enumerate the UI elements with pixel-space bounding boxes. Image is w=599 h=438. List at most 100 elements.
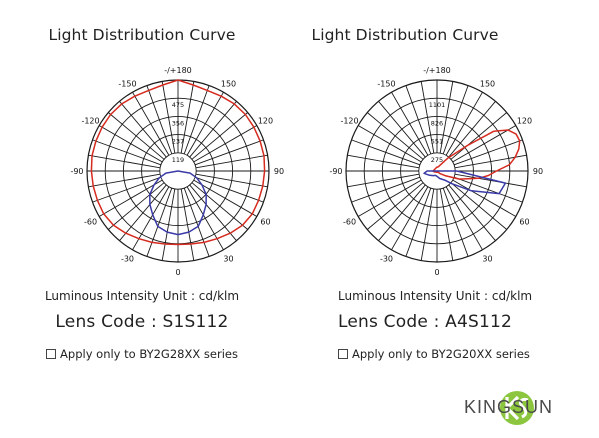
checkbox-icon — [338, 349, 348, 359]
radial-tick-label: 1101 — [429, 101, 446, 109]
radial-tick-label: 551 — [431, 138, 443, 146]
radial-tick-label: 356 — [172, 119, 184, 127]
grid-spoke — [450, 182, 507, 230]
kingsun-logo-mark-icon — [500, 391, 534, 425]
radial-tick-label: 826 — [431, 119, 443, 127]
grid-spoke — [357, 125, 422, 163]
grid-spoke — [445, 186, 483, 251]
grid-spoke — [98, 125, 163, 163]
grid-spoke — [445, 91, 483, 156]
grid-spoke — [92, 139, 162, 166]
angle-tick-label: 30 — [223, 254, 233, 263]
grid-spoke — [180, 81, 195, 154]
angle-tick-label: -30 — [380, 254, 393, 263]
grid-spoke — [194, 139, 264, 166]
series-note: Apply only to BY2G20XX series — [338, 347, 530, 361]
grid-spoke — [378, 184, 426, 241]
grid-spoke — [452, 179, 517, 217]
grid-spoke — [450, 112, 507, 160]
grid-spoke — [442, 85, 469, 155]
series-note: Apply only to BY2G28XX series — [0, 347, 292, 361]
grid-spoke — [88, 154, 161, 169]
lens-code: Lens Code : A4S112 — [338, 312, 513, 332]
grid-spoke — [195, 173, 268, 188]
grid-spoke — [195, 154, 268, 169]
grid-spoke — [180, 188, 195, 261]
chart-title: Light Distribution Curve — [311, 26, 499, 44]
grid-spoke — [161, 81, 176, 154]
polar-chart-left: -/+180 150 120 90 60 30 0 -30 -60 -90 -120 -150 119 2… — [70, 66, 284, 277]
grid-spoke — [189, 184, 237, 241]
radial-tick-label: 119 — [172, 156, 184, 164]
angle-tick-label: 150 — [221, 80, 236, 89]
angle-tick-label: -150 — [118, 80, 136, 89]
grid-spoke — [378, 101, 426, 158]
intensity-curve — [90, 79, 266, 246]
grid-spoke — [391, 186, 429, 251]
grid-spoke — [439, 81, 454, 154]
grid-spoke — [194, 176, 264, 203]
grid-spoke — [442, 187, 469, 257]
grid-spoke — [108, 112, 165, 160]
grid-spoke — [357, 179, 422, 217]
grid-spoke — [92, 176, 162, 203]
angle-tick-label: 90 — [533, 167, 543, 176]
grid-spoke — [452, 125, 517, 163]
grid-spoke — [146, 187, 173, 257]
grid-spoke — [132, 91, 170, 156]
angle-tick-label: -60 — [343, 218, 356, 227]
grid-spoke — [367, 112, 424, 160]
intensity-curve — [432, 129, 521, 180]
angle-tick-label: -120 — [340, 117, 358, 126]
angle-tick-label: 120 — [258, 117, 273, 126]
grid-spoke — [186, 91, 224, 156]
angle-tick-label: 90 — [274, 167, 284, 176]
series-note-text: Apply only to BY2G20XX series — [352, 347, 530, 361]
logo-text: KINGSUN — [464, 397, 554, 417]
grid-spoke — [98, 179, 163, 217]
angle-tick-label: -/+180 — [164, 66, 192, 75]
chart-title: Light Distribution Curve — [48, 26, 236, 44]
intensity-curve — [149, 170, 207, 236]
light-distribution-panel-left: Light Distribution Curve -/+180 150 120 90 6… — [0, 0, 300, 380]
grid-spoke — [405, 85, 432, 155]
angle-tick-label: 0 — [175, 268, 180, 277]
light-distribution-panel-right: Light Distribution Curve -/+180 150 120 90 6… — [262, 0, 562, 380]
grid-spoke — [183, 85, 210, 155]
angle-tick-label: -90 — [70, 167, 83, 176]
angle-tick-label: -30 — [121, 254, 134, 263]
grid-spoke — [108, 182, 165, 230]
grid-spoke — [193, 179, 258, 217]
radial-tick-label: 475 — [172, 101, 184, 109]
checkbox-icon — [46, 349, 57, 359]
grid-spoke — [119, 101, 167, 158]
angle-tick-label: -90 — [329, 167, 342, 176]
grid-spoke — [420, 81, 435, 154]
angle-tick-label: 60 — [260, 218, 270, 227]
grid-spoke — [391, 91, 429, 156]
unit-label: Luminous Intensity Unit : cd/klm — [338, 289, 533, 303]
grid-spoke — [405, 187, 432, 257]
grid-spoke — [146, 85, 173, 155]
grid-spoke — [191, 112, 248, 160]
series-note-text: Apply only to BY2G28XX series — [60, 347, 238, 361]
grid-spoke — [191, 182, 248, 230]
intensity-curve — [423, 170, 507, 195]
grid-spoke — [88, 173, 161, 188]
grid-spoke — [453, 176, 523, 203]
grid-spoke — [193, 125, 258, 163]
grid-spoke — [439, 188, 454, 261]
angle-tick-label: 150 — [480, 80, 495, 89]
lens-code: Lens Code : S1S112 — [55, 312, 229, 332]
grid-spoke — [183, 187, 210, 257]
angle-tick-label: -/+180 — [423, 66, 451, 75]
angle-tick-label: -120 — [81, 117, 99, 126]
angle-tick-label: 60 — [519, 218, 529, 227]
angle-tick-label: -60 — [84, 218, 97, 227]
grid-spoke — [367, 182, 424, 230]
angle-tick-label: 120 — [517, 117, 532, 126]
grid-spoke — [347, 154, 420, 169]
grid-spoke — [448, 101, 496, 158]
grid-spoke — [454, 173, 527, 188]
grid-spoke — [347, 173, 420, 188]
